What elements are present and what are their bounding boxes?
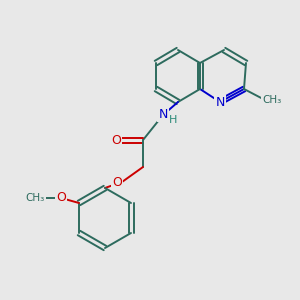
- Text: CH₃: CH₃: [26, 193, 45, 203]
- Text: N: N: [158, 107, 168, 121]
- Text: O: O: [111, 134, 121, 146]
- Text: H: H: [169, 115, 177, 125]
- Text: O: O: [56, 191, 66, 205]
- Text: O: O: [112, 176, 122, 188]
- Text: N: N: [215, 95, 225, 109]
- Text: CH₃: CH₃: [262, 95, 282, 105]
